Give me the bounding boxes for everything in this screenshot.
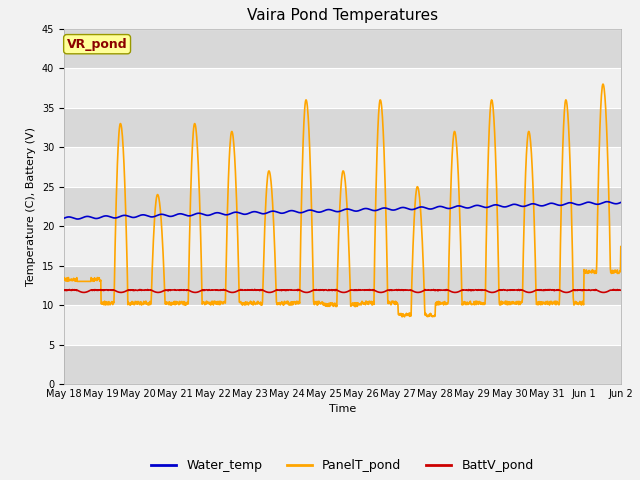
Bar <box>64 187 621 226</box>
Bar <box>64 305 621 345</box>
Bar <box>64 265 621 305</box>
Legend: Water_temp, PanelT_pond, BattV_pond: Water_temp, PanelT_pond, BattV_pond <box>146 454 539 477</box>
Bar <box>64 147 621 187</box>
Y-axis label: Temperature (C), Battery (V): Temperature (C), Battery (V) <box>26 127 36 286</box>
Text: VR_pond: VR_pond <box>67 37 127 51</box>
Title: Vaira Pond Temperatures: Vaira Pond Temperatures <box>247 9 438 24</box>
Bar <box>64 345 621 384</box>
Bar <box>64 108 621 147</box>
Bar <box>64 29 621 68</box>
X-axis label: Time: Time <box>329 405 356 414</box>
Bar <box>64 226 621 265</box>
Bar <box>64 68 621 108</box>
